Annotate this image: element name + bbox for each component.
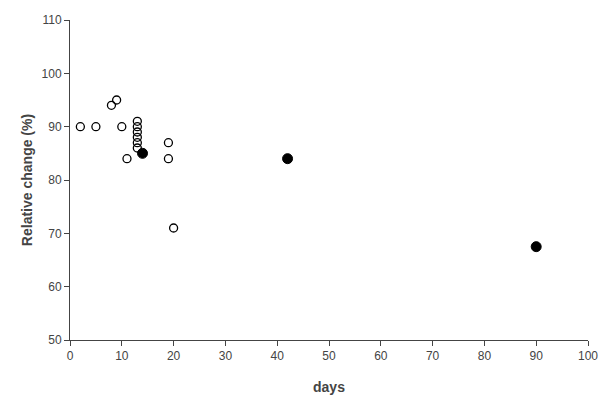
svg-text:0: 0 [67, 349, 74, 363]
svg-text:80: 80 [478, 349, 492, 363]
svg-text:20: 20 [167, 349, 181, 363]
svg-text:10: 10 [115, 349, 129, 363]
svg-text:50: 50 [48, 333, 62, 347]
svg-text:80: 80 [48, 173, 62, 187]
svg-text:30: 30 [219, 349, 233, 363]
svg-text:60: 60 [48, 280, 62, 294]
svg-text:100: 100 [578, 349, 598, 363]
svg-text:70: 70 [426, 349, 440, 363]
svg-text:90: 90 [530, 349, 544, 363]
svg-text:days: days [313, 379, 345, 395]
svg-text:100: 100 [42, 67, 62, 81]
svg-text:50: 50 [322, 349, 336, 363]
svg-text:110: 110 [42, 13, 61, 27]
svg-text:40: 40 [271, 349, 285, 363]
svg-text:90: 90 [48, 120, 62, 134]
svg-text:60: 60 [374, 349, 388, 363]
svg-text:70: 70 [48, 227, 62, 241]
svg-text:Relative change (%): Relative change (%) [19, 114, 35, 246]
